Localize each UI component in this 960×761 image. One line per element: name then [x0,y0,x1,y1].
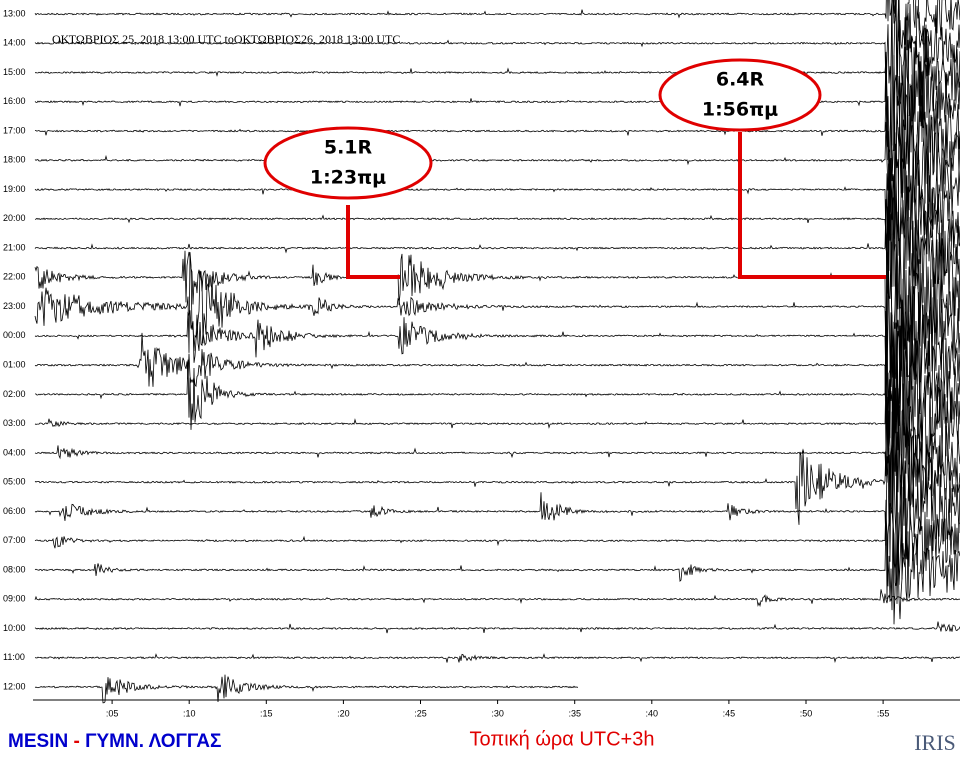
row-label: 16:00 [3,96,26,106]
annotation-2: 6.4R 1:56πμ [658,58,886,279]
row-label: 19:00 [3,184,26,194]
row-label: 13:00 [3,8,26,18]
trace [34,64,960,213]
time-tick: :50 [800,708,813,718]
row-label: 21:00 [3,242,26,252]
time-tick: :10 [183,708,196,718]
trace [34,0,960,99]
time: 1:56πμ [702,99,778,121]
trace [34,355,960,508]
row-label: 08:00 [3,564,26,574]
row-label: 23:00 [3,301,26,311]
trace [35,0,960,161]
station: MESIN - ΓΥΜΝ. ΛΟΓΓΑΣ [8,731,221,752]
trace [34,251,960,404]
row-label: 01:00 [3,359,26,369]
time-tick: :20 [337,708,350,718]
trace [34,160,960,340]
pointer [346,205,400,279]
row-label: 06:00 [3,506,26,516]
time-tick: :55 [877,708,890,718]
trace [34,0,960,51]
magnitude: 6.4R [716,69,765,91]
trace [34,96,960,241]
row-label: 18:00 [3,155,26,165]
row-label: 14:00 [3,38,26,48]
annotation-1: 5.1R 1:23πμ [263,126,433,279]
row-label: 11:00 [3,652,25,662]
row-label: 10:00 [3,623,26,633]
pointer [738,132,886,279]
row-label: 15:00 [3,67,26,77]
trace [34,498,960,600]
time-tick: :35 [568,708,581,718]
trace [34,310,960,472]
callout [263,126,433,200]
trace [34,228,960,377]
callout [658,58,822,132]
trace [34,379,960,521]
logo: IRIS [914,730,956,755]
time-tick: :05 [106,708,119,718]
trace [34,417,960,538]
row-label: 02:00 [3,389,26,399]
traces [34,0,960,704]
time-tick: :25 [414,708,427,718]
time-tick: :30 [491,708,504,718]
row-label: 05:00 [3,477,26,487]
local-time: Τοπική ώρα UTC+3h [470,728,655,750]
trace [34,653,960,663]
row-label: 17:00 [3,125,26,135]
magnitude: 5.1R [324,137,373,159]
trace [34,621,960,634]
trace [34,119,960,271]
time-tick: :40 [646,708,659,718]
row-label: 20:00 [3,213,26,223]
trace [34,515,960,625]
row-label: 12:00 [3,681,26,691]
trace [34,674,579,704]
station-name: ΓΥΜΝ. ΛΟΓΓΑΣ [85,731,221,752]
record-title: ΟΚΤΩΒΡΙΟΣ 25, 2018 13:00 UTC toΟΚΤΩΒΡΙΟΣ… [52,32,400,46]
trace [34,443,960,580]
station-code: MESIN [8,731,68,752]
time-tick: :15 [260,708,273,718]
trace [34,299,960,459]
separator: - [73,731,79,752]
row-label: 07:00 [3,535,26,545]
time: 1:23πμ [310,167,386,189]
row-label: 04:00 [3,447,26,457]
row-label: 00:00 [3,330,26,340]
row-label: 03:00 [3,418,26,428]
row-label: 22:00 [3,272,26,282]
row-label: 09:00 [3,594,26,604]
trace [34,143,960,294]
trace [34,589,960,608]
time-tick: :45 [723,708,736,718]
